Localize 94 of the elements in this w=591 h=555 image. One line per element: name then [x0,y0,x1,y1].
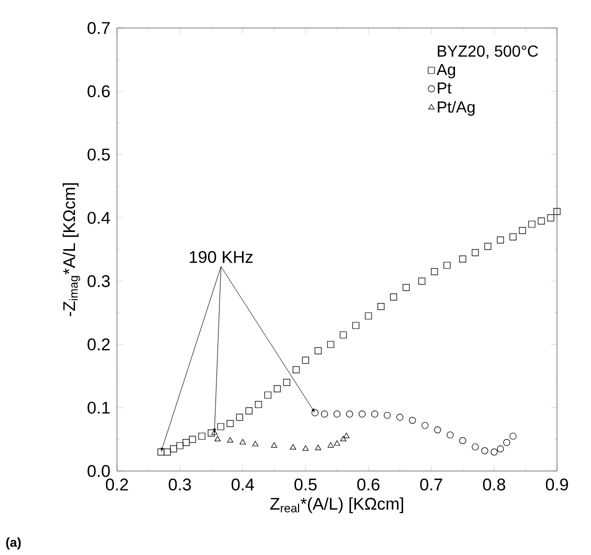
point [343,432,350,438]
point [358,410,366,418]
point [340,331,347,338]
point [371,410,378,418]
text: (a) [6,537,21,550]
point [328,442,334,448]
x-tick-label: 0.4 [232,478,254,490]
legend-label: Ag [436,64,456,78]
legend-label: Pt/Ag [438,100,475,116]
x-axis-title: Z$_{real}$*(A/L) [KΩcm] [270,497,404,514]
point [503,439,510,446]
point [252,440,258,446]
point [378,302,384,310]
point [352,322,360,329]
x-tick-label: 0.6 [357,478,380,490]
point [434,426,442,434]
point [418,278,426,285]
point [283,378,290,386]
point [240,439,246,444]
point [182,439,190,446]
point [554,208,560,216]
y-tick-label: 0.1 [88,402,110,414]
point [528,220,536,228]
y-axis-title: -Z$_{imag}$*A/L [KΩcm] [62,183,80,316]
point [459,437,466,444]
point [334,440,340,446]
x-tick-label: 0.3 [168,478,191,490]
point [484,242,492,250]
point [396,414,404,421]
y-tick-label: 0.6 [88,85,110,98]
point [246,407,252,414]
point [327,340,334,348]
point [334,410,340,418]
y-tick-label: 0.4 [88,212,110,224]
point [158,448,164,456]
point [430,268,438,276]
point [518,227,526,234]
point [472,443,479,450]
point [227,437,234,443]
x-tick-label: 0.2 [106,478,128,490]
point [481,447,488,454]
point [444,262,450,269]
point [446,431,454,438]
point [538,218,545,225]
point [217,423,224,430]
point [314,347,322,354]
point [236,414,244,421]
point [198,432,206,440]
y-tick-label: 0.0 [88,465,110,477]
point [214,436,221,442]
x-tick-label: 0.5 [294,478,317,490]
x-tick-label: 0.7 [420,478,442,490]
point [490,448,498,456]
y-tick-label: 0.5 [88,148,110,161]
point [208,430,215,437]
point [274,385,281,392]
legend-label: Pt [438,82,452,94]
point [459,256,466,262]
point [312,409,318,416]
point [390,293,398,300]
point [346,410,354,418]
point [547,214,554,222]
point [472,249,479,256]
point [188,436,196,443]
point [340,436,346,442]
annotation: 190 KHz [190,251,253,264]
x-tick-label: 0.9 [546,478,568,490]
point [271,442,278,448]
point [384,412,391,419]
y-tick-label: 0.7 [88,22,110,34]
point [315,444,322,450]
x-tick-label: 0.8 [483,478,506,490]
point [402,284,410,291]
point [320,410,328,418]
point [170,445,178,452]
point [422,422,428,429]
legend-title: BYZ20, 500°C [438,45,538,59]
point [302,356,310,364]
point [364,312,372,320]
point [496,236,504,244]
point [176,442,184,450]
y-tick-label: 0.3 [88,275,110,288]
y-tick-label: 0.2 [88,338,110,350]
point [264,392,272,399]
point [510,432,516,440]
point [408,416,416,424]
point [290,444,296,450]
point [254,401,262,408]
point [302,445,309,451]
point [496,445,504,452]
point [510,233,516,240]
point [164,448,171,456]
point [226,420,234,428]
point [292,366,300,374]
